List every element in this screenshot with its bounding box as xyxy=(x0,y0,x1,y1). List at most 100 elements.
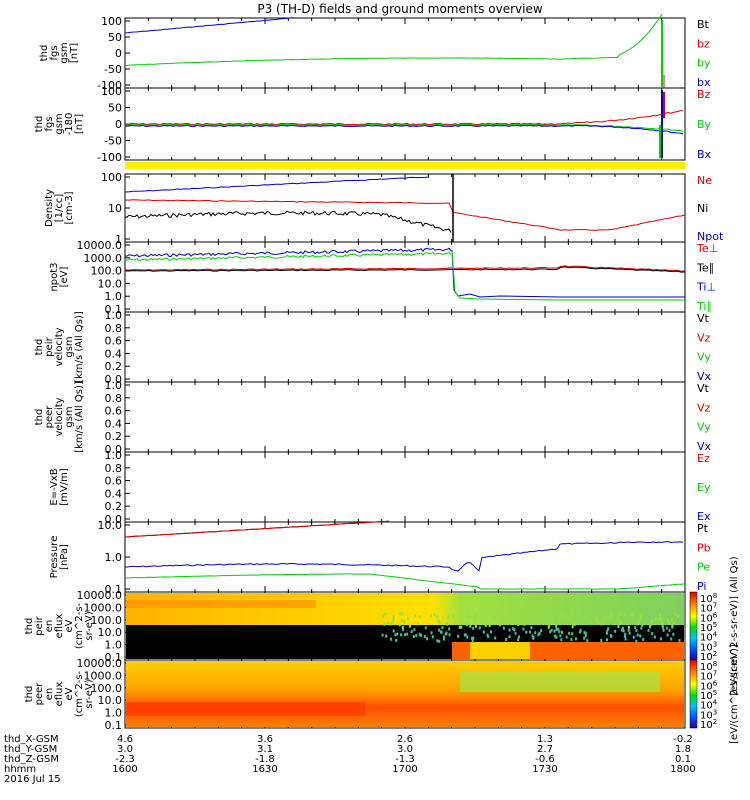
peir-spectrogram-cell xyxy=(518,635,521,639)
y-tick-label: 10.0 xyxy=(98,277,123,290)
peir-spectrogram-cell xyxy=(619,612,622,616)
colorbar-tick: 107 xyxy=(700,670,717,683)
y-tick-label: 0.4 xyxy=(105,417,123,430)
legend-Bx: Bx xyxy=(697,148,712,161)
peir-spectrogram-cell xyxy=(595,616,598,620)
peir-spectrogram-cell xyxy=(628,631,631,635)
colorbar-tick: 103 xyxy=(700,708,717,721)
peir-spectrogram-cell xyxy=(431,635,434,639)
colorbar-tick: 102 xyxy=(700,718,717,731)
peir-spectrogram-cell xyxy=(639,617,642,621)
peir-spectrogram-cell xyxy=(614,629,617,633)
peir-spectrogram-cell xyxy=(531,634,534,638)
peir-spectrogram-cell xyxy=(659,637,662,641)
peir-spectrogram-cell xyxy=(620,621,623,625)
peir-spectrogram-upper xyxy=(126,593,684,625)
peir-spectrogram-cell xyxy=(670,637,673,641)
peir-spectrogram-cell xyxy=(534,615,537,619)
panel-peer_velocity: 1.00.80.60.40.20.0 thd peer velocity gsm [km/… xyxy=(34,379,712,456)
peir-spectrogram-cell xyxy=(586,639,589,643)
peir-spectrogram-cell xyxy=(522,627,525,631)
x-axis-value: 1800 xyxy=(670,764,695,775)
trace-Ne-red xyxy=(124,199,686,231)
legend-Bt: Bt xyxy=(697,18,710,31)
x-axis-value: -1.8 xyxy=(255,754,275,765)
peir-spectrogram-cell xyxy=(438,621,441,625)
y-tick-label: -100 xyxy=(97,151,122,164)
peir-spectrogram-cell xyxy=(436,615,439,619)
peir-spectrogram-cell xyxy=(471,639,474,643)
peir-spectrogram-cell xyxy=(392,614,395,618)
legend-Vy: Vy xyxy=(697,351,711,364)
y-axis-label: en xyxy=(44,620,55,633)
y-tick-label: 0.8 xyxy=(105,392,123,405)
peir-spectrogram-cell xyxy=(384,612,387,616)
y-tick-label: 0.1 xyxy=(105,583,123,596)
peir-spectrogram-cell xyxy=(570,612,573,616)
y-tick-label: 0.6 xyxy=(105,335,123,348)
peir-spectrogram-cell xyxy=(385,634,388,638)
peir-spectrogram-cell xyxy=(668,628,671,632)
y-axis-label: Density xyxy=(44,189,55,227)
trace-Pe-green xyxy=(124,573,686,590)
peir-spectrogram-cell xyxy=(504,618,507,622)
peir-spectrogram-cell xyxy=(525,630,528,634)
panel-fgs_gsm_1: 100 50 0 -50 -100 thd fgs gsm [nT] Bt bz by bx xyxy=(39,15,711,92)
peir-spectrogram-cell xyxy=(604,615,607,619)
peir-spectrogram-cell xyxy=(654,617,657,621)
peir-spectrogram-cell xyxy=(540,629,543,633)
peir-spectrogram-cell xyxy=(640,626,643,630)
peir-spectrogram-cell xyxy=(624,632,627,636)
peir-spectrogram-cell xyxy=(553,613,556,617)
y-axis-label: peir xyxy=(34,615,45,635)
peer-spectrogram-red xyxy=(125,702,365,716)
peir-spectrogram-cell xyxy=(490,630,493,634)
peir-spectrogram-cell xyxy=(622,629,625,633)
peir-spectrogram-cell xyxy=(563,612,566,616)
peir-spectrogram-cell xyxy=(469,624,472,628)
peir-spectrogram-cell xyxy=(584,632,587,636)
peir-spectrogram-cell xyxy=(381,614,384,618)
peir-spectrogram-cell xyxy=(578,612,581,616)
peir-spectrogram-cell xyxy=(413,614,416,618)
peir-spectrogram-cell xyxy=(596,619,599,623)
peir-spectrogram-cell xyxy=(583,636,586,640)
y-axis-label: -180 xyxy=(64,113,75,136)
colorbar-tick: 105 xyxy=(700,621,717,634)
peir-spectrogram-cell xyxy=(472,626,475,630)
y-axis-label: gsm xyxy=(54,113,65,134)
x-axis-value: 2.7 xyxy=(537,744,553,755)
y-axis-label: [cm-3] xyxy=(64,191,75,224)
peir-spectrogram-cell xyxy=(637,620,640,624)
peir-spectrogram-cell xyxy=(589,621,592,625)
peir-spectrogram-cell xyxy=(624,613,627,617)
peir-spectrogram-cell xyxy=(606,617,609,621)
peir-spectrogram-cell xyxy=(441,626,444,630)
peir-spectrogram-cell xyxy=(486,633,489,637)
peir-spectrogram-cell xyxy=(565,615,568,619)
peir-spectrogram-cell xyxy=(390,637,393,641)
peir-spectrogram-cell xyxy=(550,628,553,632)
peir-spectrogram-cell xyxy=(571,632,574,636)
y-tick-label: -100 xyxy=(97,79,122,92)
peir-spectrogram-cell xyxy=(463,633,466,637)
y-axis-label: en xyxy=(44,688,55,701)
y-tick-label: 1.0 xyxy=(105,309,123,322)
legend-Ni: Ni xyxy=(697,202,708,215)
peir-spectrogram-cell xyxy=(622,626,625,630)
peir-spectrogram-cell xyxy=(478,626,481,630)
y-axis-label: [nT] xyxy=(74,114,85,134)
peir-spectrogram-cell xyxy=(399,633,402,637)
x-axis-row-label: thd_Y-GSM xyxy=(4,744,57,755)
peir-spectrogram-cell xyxy=(391,620,394,624)
peir-spectrogram-cell xyxy=(437,618,440,622)
colorbar-tick: 108 xyxy=(700,592,717,605)
y-tick-label: 1000.0 xyxy=(84,601,123,614)
x-axis-value: 1630 xyxy=(252,764,277,775)
trace-Ni-black xyxy=(124,210,452,233)
peir-spectrogram-cell xyxy=(583,617,586,621)
peir-spectrogram-cell xyxy=(618,620,621,624)
peir-spectrogram-cell xyxy=(620,628,623,632)
peir-spectrogram-cell xyxy=(555,624,558,628)
